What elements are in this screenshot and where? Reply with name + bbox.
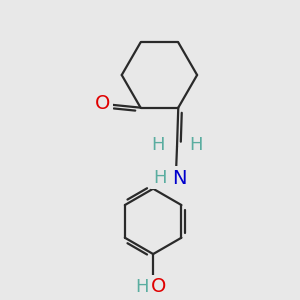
Text: H: H <box>189 136 202 154</box>
Text: O: O <box>95 94 111 113</box>
Text: O: O <box>151 277 166 296</box>
Text: N: N <box>172 169 186 188</box>
Text: H: H <box>153 169 167 187</box>
Text: H: H <box>152 136 165 154</box>
Text: H: H <box>135 278 148 296</box>
